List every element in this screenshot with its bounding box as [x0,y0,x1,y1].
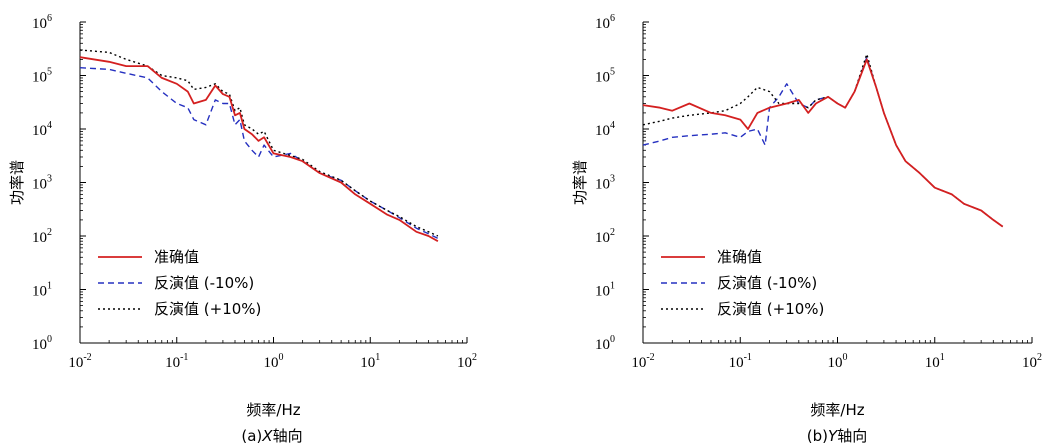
y-tick-label: 102 [32,227,52,246]
series-line-2 [642,53,1004,228]
series-line-1 [642,56,1004,228]
x-tick-exponent: -2 [83,352,91,363]
y-tick-exponent: 0 [610,334,615,345]
y-tick-exponent: 2 [610,227,615,238]
series-line-0 [79,56,439,242]
y-tick-exponent: 6 [47,13,52,24]
series-line-0 [642,58,1004,228]
y-tick-label: 103 [32,174,52,193]
caption-suffix: 轴向 [273,427,303,445]
y-tick-base: 10 [595,16,610,32]
y-tick-base: 10 [32,123,47,139]
y-tick-exponent: 4 [47,120,52,131]
legend-label-1: 反演值 (-10%) [154,274,254,292]
y-tick-base: 10 [32,337,47,353]
y-tick-label: 105 [595,67,615,86]
x-tick-base: 10 [828,355,843,371]
x-tick-base: 10 [264,355,279,371]
y-tick-base: 10 [595,123,610,139]
x-tick-exponent: 1 [375,352,380,363]
y-axis-title: 功率谱 [8,160,26,205]
x-tick-label: 101 [360,352,380,371]
x-tick-base: 10 [729,355,744,371]
panel-caption: (b)Y轴向 [807,427,867,445]
y-tick-exponent: 1 [47,281,52,292]
y-tick-label: 101 [595,281,615,300]
caption-axis: Y [828,427,839,445]
legend-label-0: 准确值 [154,248,199,266]
y-tick-label: 105 [32,67,52,86]
series-line-1 [79,67,439,240]
y-tick-exponent: 5 [610,67,615,78]
caption-suffix: 轴向 [837,427,867,445]
y-tick-base: 10 [32,70,47,86]
y-tick-label: 104 [595,120,615,139]
legend-label-2: 反演值 (+10%) [717,300,824,318]
x-tick-label: 100 [828,352,848,371]
y-tick-label: 100 [32,334,52,353]
caption-prefix: (b) [807,427,828,445]
x-tick-exponent: 2 [1037,352,1042,363]
y-tick-base: 10 [595,230,610,246]
x-tick-exponent: -1 [180,352,188,363]
x-tick-exponent: -1 [744,352,752,363]
x-tick-exponent: 1 [940,352,945,363]
y-tick-label: 106 [32,13,52,32]
y-tick-exponent: 2 [47,227,52,238]
x-tick-label: 10-1 [165,352,188,371]
x-tick-label: 10-2 [631,352,654,371]
y-tick-exponent: 1 [610,281,615,292]
series-line-2 [79,49,439,237]
x-tick-exponent: 0 [843,352,848,363]
x-tick-label: 101 [925,352,945,371]
chart-panel-b: 10-2 10-1 100 101 102100101102103104105106功率… [571,13,1042,445]
chart-panel-a: 10-2 10-1 100 101 102100101102103104105106功率… [8,13,477,445]
y-tick-exponent: 4 [610,120,615,131]
y-tick-exponent: 3 [47,174,52,185]
x-tick-base: 10 [925,355,940,371]
caption-axis: X [261,427,273,445]
legend-label-0: 准确值 [717,248,762,266]
panel-caption: (a)X轴向 [241,427,302,445]
x-tick-base: 10 [68,355,83,371]
x-tick-exponent: 0 [279,352,284,363]
y-tick-label: 103 [595,174,615,193]
y-tick-base: 10 [595,177,610,193]
y-tick-label: 102 [595,227,615,246]
x-axis-title: 频率/Hz [246,401,300,419]
x-tick-exponent: -2 [646,352,654,363]
y-tick-base: 10 [595,70,610,86]
y-tick-exponent: 3 [610,174,615,185]
y-tick-base: 10 [595,337,610,353]
x-tick-base: 10 [360,355,375,371]
x-tick-label: 102 [1022,352,1042,371]
y-axis-title: 功率谱 [571,160,589,205]
x-tick-base: 10 [165,355,180,371]
y-tick-base: 10 [32,16,47,32]
x-axis-title: 频率/Hz [810,401,864,419]
y-tick-base: 10 [32,284,47,300]
x-tick-label: 10-2 [68,352,91,371]
y-tick-exponent: 5 [47,67,52,78]
x-tick-label: 102 [457,352,477,371]
y-tick-label: 101 [32,281,52,300]
x-tick-base: 10 [631,355,646,371]
x-tick-exponent: 2 [472,352,477,363]
y-tick-label: 104 [32,120,52,139]
y-tick-exponent: 0 [47,334,52,345]
legend-label-2: 反演值 (+10%) [154,300,261,318]
caption-prefix: (a) [241,427,262,445]
y-tick-label: 106 [595,13,615,32]
y-tick-label: 100 [595,334,615,353]
x-tick-base: 10 [1022,355,1037,371]
y-tick-base: 10 [595,284,610,300]
x-tick-label: 100 [264,352,284,371]
y-tick-exponent: 6 [610,13,615,24]
x-tick-label: 10-1 [729,352,752,371]
legend-label-1: 反演值 (-10%) [717,274,817,292]
y-tick-base: 10 [32,230,47,246]
x-tick-base: 10 [457,355,472,371]
y-tick-base: 10 [32,177,47,193]
